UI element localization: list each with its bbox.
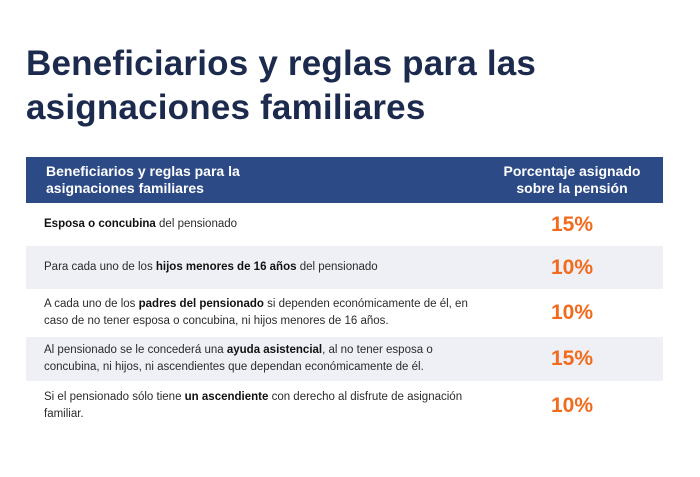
header-percentage-line-1: Porcentaje asignado	[503, 163, 641, 179]
row-percentage: 10%	[550, 255, 594, 279]
table-header: Beneficiarios y reglas para la asignacio…	[26, 157, 663, 203]
row-description: Para cada uno de los hijos menores de 16…	[26, 259, 481, 276]
desc-text: , al no tener esposa o concubina, ni hij…	[44, 344, 433, 373]
page-title-line-2: asignaciones familiares	[26, 88, 426, 127]
desc-text: del pensionado	[296, 261, 378, 273]
page-title: Beneficiarios y reglas para las asignaci…	[26, 42, 676, 130]
row-description: Esposa o concubina del pensionado	[26, 216, 481, 233]
desc-bold: un ascendiente	[184, 391, 269, 403]
row-description: A cada uno de los padres del pensionado …	[26, 296, 481, 330]
desc-bold: padres del pensionado	[138, 298, 264, 310]
desc-text: Para cada uno de los	[44, 261, 156, 273]
row-percentage: 10%	[550, 394, 594, 417]
page-title-line-1: Beneficiarios y reglas para las	[26, 44, 537, 83]
row-percentage: 15%	[550, 347, 594, 370]
row-percentage: 10%	[550, 301, 594, 324]
table-row: Si el pensionado sólo tiene un ascendien…	[26, 381, 663, 431]
allocation-table: Beneficiarios y reglas para la asignacio…	[26, 157, 663, 431]
header-beneficiaries-line-1: Beneficiarios y reglas para la	[46, 163, 240, 179]
desc-text: A cada uno de los	[44, 298, 139, 310]
row-description: Si el pensionado sólo tiene un ascendien…	[26, 389, 481, 423]
table-row: Esposa o concubina del pensionado 15%	[26, 203, 663, 246]
row-description: Al pensionado se le concederá una ayuda …	[26, 342, 481, 376]
table-row: A cada uno de los padres del pensionado …	[26, 289, 663, 337]
table-row: Al pensionado se le concederá una ayuda …	[26, 337, 663, 381]
desc-bold: hijos menores de 16 años	[155, 261, 297, 273]
desc-text: Si el pensionado sólo tiene	[44, 391, 185, 403]
header-beneficiaries-line-2: asignaciones familiares	[46, 180, 204, 196]
desc-text: con derecho al disfrute de asignación fa…	[44, 391, 463, 420]
table-row: Para cada uno de los hijos menores de 16…	[26, 246, 663, 289]
desc-text: del pensionado	[155, 218, 238, 230]
header-percentage-line-2: sobre la pensión	[516, 180, 628, 196]
row-percentage: 15%	[550, 212, 594, 236]
header-beneficiaries: Beneficiarios y reglas para la asignacio…	[26, 163, 481, 197]
header-percentage: Porcentaje asignado sobre la pensión	[481, 163, 663, 197]
desc-text: si dependen económicamente de él, en cas…	[44, 298, 468, 327]
desc-bold: Esposa o concubina	[44, 218, 156, 230]
desc-text: Al pensionado se le concederá una	[44, 344, 227, 356]
desc-bold: ayuda asistencial	[226, 344, 323, 356]
